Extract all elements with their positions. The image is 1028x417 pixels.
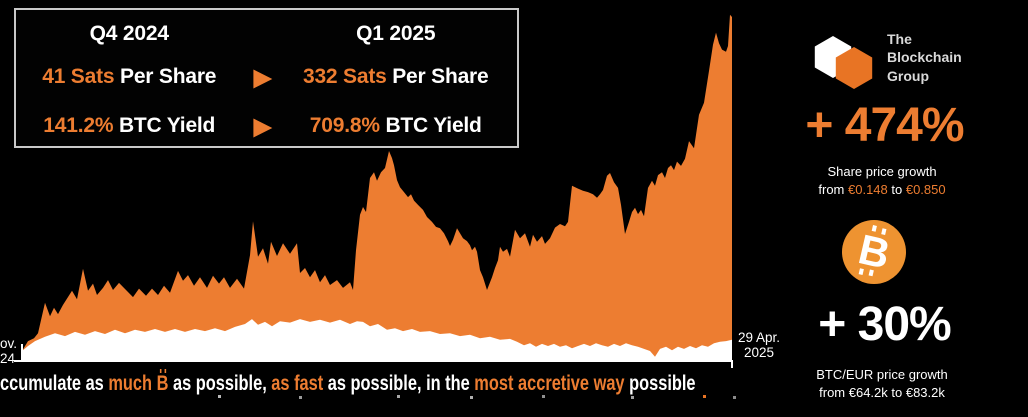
sats-label-q1: Per Share xyxy=(386,65,489,88)
period-q1-label: Q1 2025 xyxy=(356,22,436,45)
slogan-segment: much xyxy=(108,372,157,395)
slogan-segment: as possible, xyxy=(168,372,272,395)
company-name-line1: The xyxy=(887,31,912,47)
btc-caption-line1: BTC/EUR price growth xyxy=(816,367,948,382)
axis-end-line2: 2025 xyxy=(743,345,775,361)
share-to-value: €0.850 xyxy=(905,181,946,197)
axis-start-line1: ov. xyxy=(0,336,18,351)
axis-end-date-label: 29 Apr. 2025 xyxy=(735,330,783,361)
company-name-line2: Blockchain xyxy=(887,49,962,66)
btc-yield-q4: 141.2% BTC Yield xyxy=(22,106,237,146)
btc-growth-headline: + 30% xyxy=(818,298,951,351)
share-price-area-series xyxy=(22,14,732,363)
btc-growth-caption: BTC/EUR price growth from €64.2k to €83.… xyxy=(762,366,1002,402)
period-q4-label: Q4 2024 xyxy=(89,22,169,45)
axis-start-date-label: ov. 24 xyxy=(0,336,18,367)
arrow-right-icon: ▶ xyxy=(237,106,289,146)
yield-value-q1: 709.8% xyxy=(309,114,380,137)
arrow-right-icon: ▶ xyxy=(237,48,289,106)
btc-price-area-series xyxy=(22,319,732,362)
bitcoin-bottom-strokes xyxy=(858,268,864,275)
slogan-segment: ccumulate as xyxy=(0,372,109,395)
share-growth-caption: Share price growth from €0.148 to €0.850 xyxy=(762,163,1002,199)
share-from-value: €0.148 xyxy=(848,181,888,197)
btc-growth-range: from €64.2k to €83.2k xyxy=(819,384,945,400)
bitcoin-symbol-inline: B xyxy=(156,368,169,395)
slogan-segment: most accretive way xyxy=(474,372,625,395)
share-to-label: to xyxy=(887,181,906,197)
blockchain-group-logo-icon xyxy=(814,36,873,89)
quarterly-stats-box: Q4 2024 Q1 2025 41 Sats Per Share ▶ 332 … xyxy=(14,8,519,148)
axis-end-line1: 29 Apr. xyxy=(737,330,781,345)
sats-value-q1: 332 Sats xyxy=(302,65,387,88)
sats-per-share-q1: 332 Sats Per Share xyxy=(289,48,504,106)
bitcoin-b-glyph: B xyxy=(854,225,894,278)
arrow-right-glyph: ▶ xyxy=(253,63,272,90)
sats-per-share-q4: 41 Sats Per Share xyxy=(22,48,237,106)
share-growth-range: from €0.148 to €0.850 xyxy=(762,181,1002,199)
slogan-segment: as possible, in the xyxy=(323,372,475,395)
axis-start-line2: 24 xyxy=(0,351,16,367)
company-name-line3: Group xyxy=(887,67,929,84)
arrow-right-glyph: ▶ xyxy=(253,112,272,139)
slogan-segment: as fast xyxy=(271,372,324,395)
hexagon-orange-icon xyxy=(835,47,873,89)
company-logo: The Blockchain Group xyxy=(810,27,962,91)
slogan: ccumulate as much B as possible, as fast… xyxy=(0,368,696,395)
cropped-text-artifacts xyxy=(218,395,221,398)
yield-value-q4: 141.2% xyxy=(43,114,114,137)
company-name: The Blockchain Group xyxy=(887,30,962,85)
share-growth-headline: + 474% xyxy=(805,99,964,152)
share-from-label: from xyxy=(818,181,848,197)
sats-label-q4: Per Share xyxy=(114,65,217,88)
yield-label-q4: BTC Yield xyxy=(113,114,216,137)
share-caption-line1: Share price growth xyxy=(827,164,937,179)
slogan-segment: possible xyxy=(624,372,696,395)
bitcoin-coin-icon: B xyxy=(842,220,906,284)
btc-yield-q1: 709.8% BTC Yield xyxy=(289,106,504,146)
yield-label-q1: BTC Yield xyxy=(379,114,482,137)
sats-value-q4: 41 Sats xyxy=(42,65,115,88)
